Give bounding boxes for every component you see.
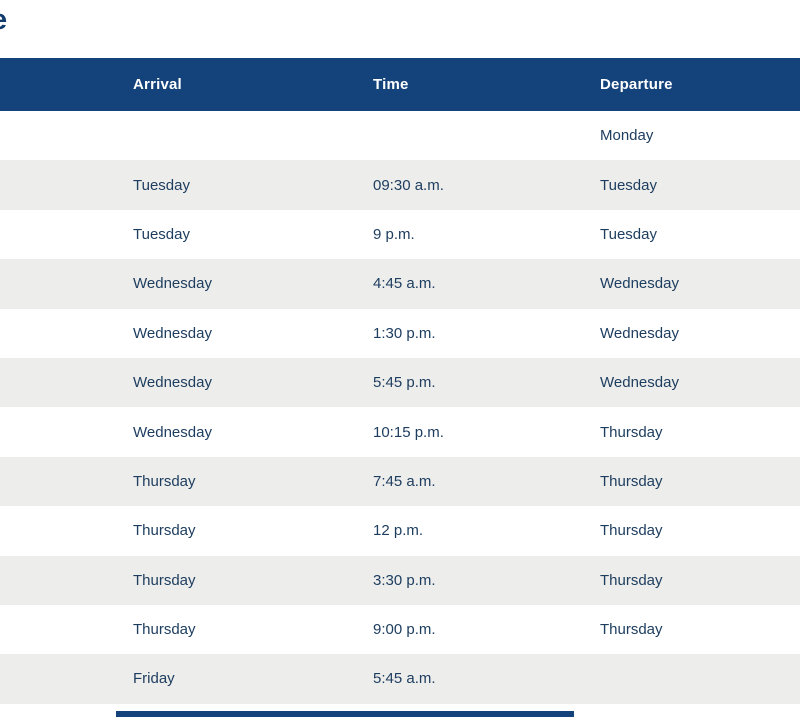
time-cell: 9:00 p.m. <box>373 621 436 639</box>
arrival-cell: Wednesday <box>133 374 212 392</box>
time-cell: 10:15 p.m. <box>373 423 444 441</box>
time-cell <box>240 111 467 160</box>
departure-cell: Thursday <box>600 621 663 639</box>
arrival-cell: Tuesday <box>133 176 190 194</box>
departure-cell: Thursday <box>600 522 663 540</box>
arrival-cell: Wednesday <box>133 324 212 342</box>
table-row: Tuesday 09:30 a.m. Tuesday <box>0 160 800 210</box>
departure-cell: Wednesday <box>600 324 679 342</box>
arrival-cell: Thursday <box>133 571 196 589</box>
departure-cell: Thursday <box>600 571 663 589</box>
departure-cell: Thursday <box>600 423 663 441</box>
departure-cell <box>467 654 800 703</box>
departure-cell: Tuesday <box>600 176 657 194</box>
table-row: Friday 5:45 a.m. <box>0 654 800 704</box>
table-row: Monday <box>0 111 800 161</box>
departure-cell: Wednesday <box>600 275 679 293</box>
arrival-cell <box>0 111 240 160</box>
table-row: Thursday 3:30 p.m. Thursday <box>0 555 800 605</box>
departure-cell: Tuesday <box>600 225 657 243</box>
time-cell: 5:45 p.m. <box>373 374 436 392</box>
header-row: Arrival Time Departure <box>0 58 800 111</box>
table-row: Thursday 7:45 a.m. Thursday <box>0 456 800 507</box>
arrival-cell: Friday <box>133 670 175 688</box>
schedule-table-body: Monday Tuesday 09:30 a.m. Tuesday Tuesday 9 p… <box>0 111 800 704</box>
time-cell: 3:30 p.m. <box>373 571 436 589</box>
schedule-table: Arrival Time Departure Monday Tuesday 09:3… <box>0 58 800 704</box>
arrival-cell: Thursday <box>133 522 196 540</box>
column-header-time: Time <box>373 76 409 93</box>
column-header-departure: Departure <box>600 76 673 93</box>
page-title-partial: e <box>0 4 7 37</box>
table-row: Wednesday 4:45 a.m. Wednesday <box>0 259 800 309</box>
departure-cell: Monday <box>600 127 654 145</box>
page-top-strip: e <box>0 0 800 58</box>
time-cell: 7:45 a.m. <box>373 472 436 490</box>
time-cell: 09:30 a.m. <box>373 176 444 194</box>
arrival-cell: Wednesday <box>133 275 212 293</box>
time-cell: 4:45 a.m. <box>373 275 436 293</box>
time-cell: 9 p.m. <box>373 225 415 243</box>
arrival-cell: Tuesday <box>133 225 190 243</box>
arrival-cell: Thursday <box>133 472 196 490</box>
time-cell: 5:45 a.m. <box>373 670 436 688</box>
schedule-table-header: Arrival Time Departure <box>0 58 800 111</box>
arrival-cell: Thursday <box>133 621 196 639</box>
table-row: Thursday 9:00 p.m. Thursday <box>0 604 800 655</box>
table-row: Wednesday 5:45 p.m. Wednesday <box>0 357 800 408</box>
departure-cell: Wednesday <box>600 374 679 392</box>
time-cell: 1:30 p.m. <box>373 324 436 342</box>
time-cell: 12 p.m. <box>373 522 424 540</box>
arrival-cell: Wednesday <box>133 423 212 441</box>
departure-cell: Thursday <box>600 472 663 490</box>
table-row: Tuesday 9 p.m. Tuesday <box>0 209 800 260</box>
table-row: Wednesday 10:15 p.m. Thursday <box>0 407 800 457</box>
table-row: Thursday 12 p.m. Thursday <box>0 506 800 556</box>
column-header-arrival: Arrival <box>133 76 182 93</box>
next-section-header-partial <box>116 711 574 717</box>
table-row: Wednesday 1:30 p.m. Wednesday <box>0 308 800 358</box>
